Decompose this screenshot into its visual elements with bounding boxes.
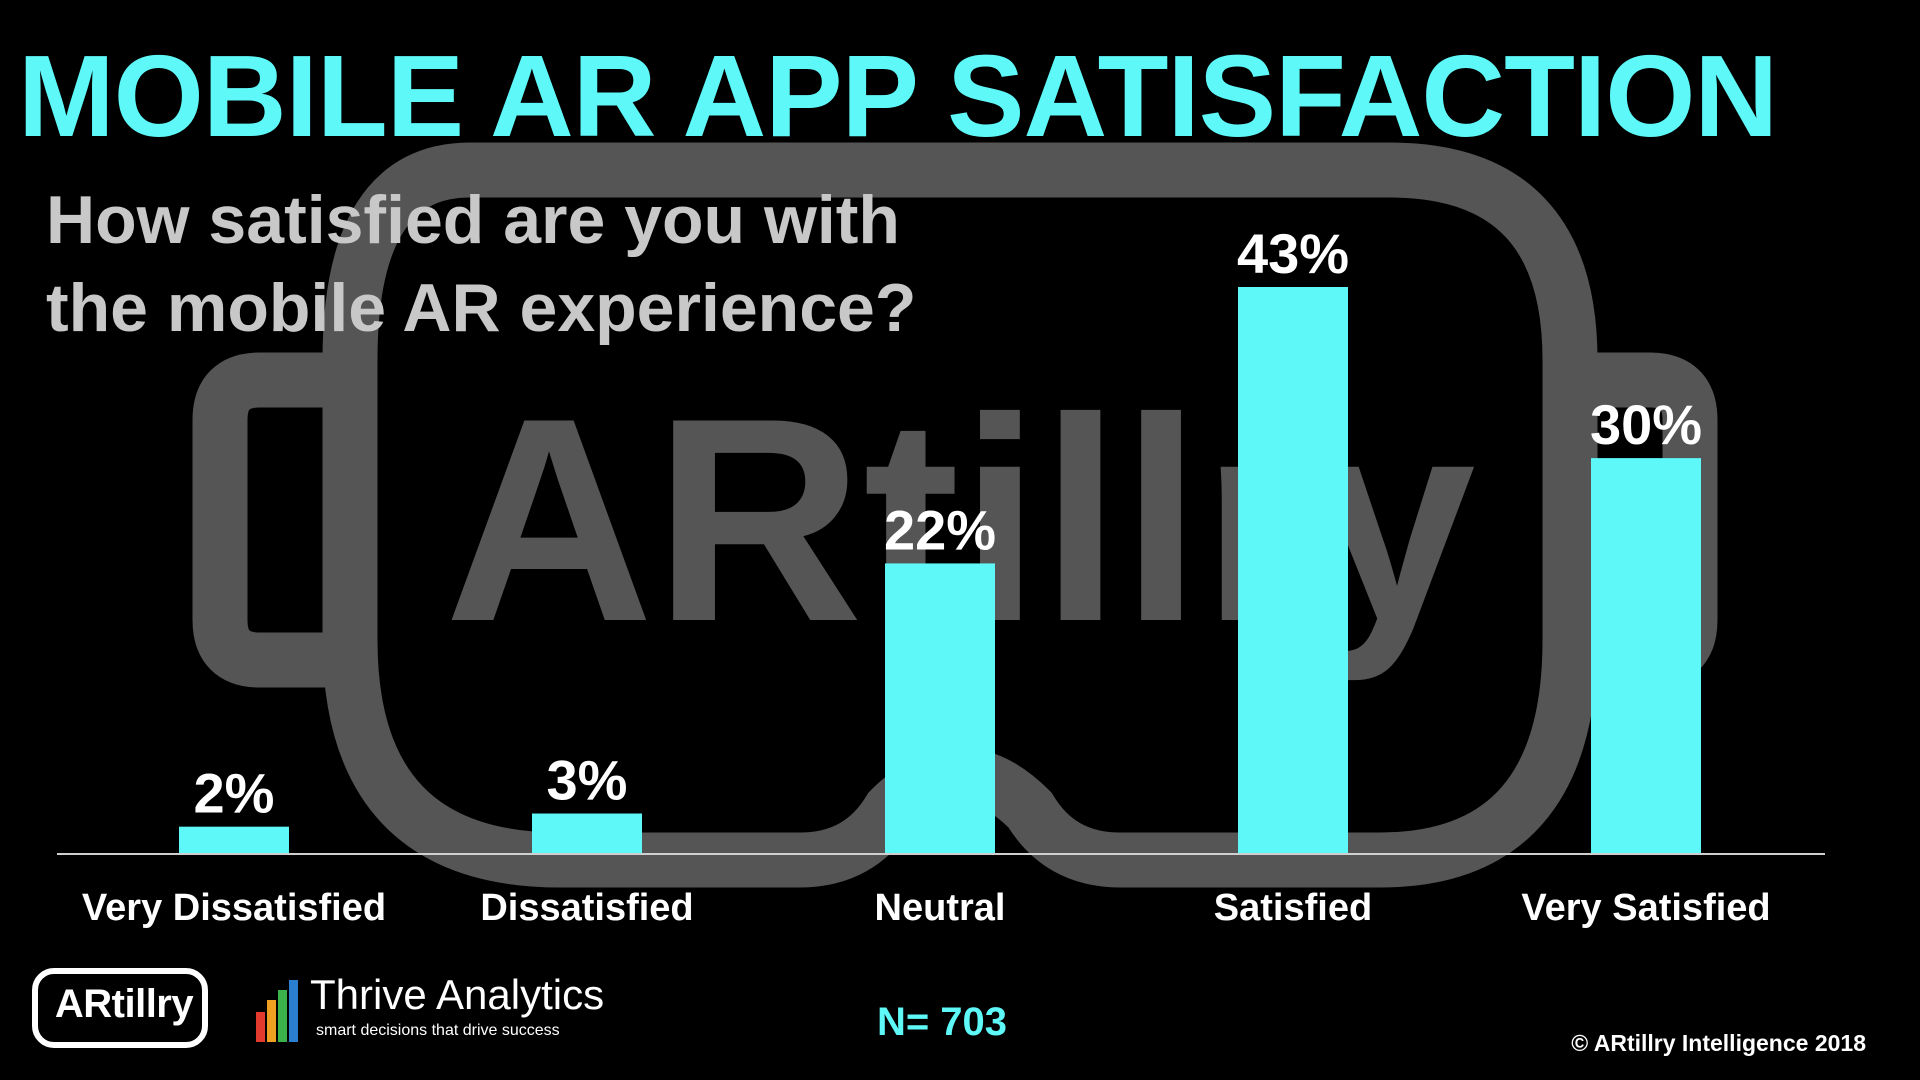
artillry-logo: ARtillry (22, 962, 222, 1056)
bar-series: 2% Very Dissatisfied 3% Dissatisfied 22% Neut… (82, 222, 1771, 929)
chart-title: MOBILE AR APP SATISFACTION (18, 31, 1778, 161)
thrive-logo-tagline: smart decisions that drive success (316, 1022, 560, 1039)
category-label: Very Satisfied (1521, 887, 1770, 929)
artillry-logo-frame (32, 968, 208, 1048)
data-label: 3% (547, 749, 628, 812)
subtitle-line-1: How satisfied are you with (46, 182, 900, 258)
data-label: 43% (1237, 222, 1349, 285)
bar-very-satisfied (1591, 458, 1701, 853)
category-label: Satisfied (1214, 887, 1372, 929)
thrive-bars-icon (256, 980, 298, 1042)
bar-neutral (885, 563, 995, 853)
data-label: 30% (1590, 393, 1702, 456)
bar-very-dissatisfied (179, 826, 289, 853)
category-label: Very Dissatisfied (82, 887, 386, 929)
chart-subtitle: How satisfied are you with the mobile AR… (46, 176, 1046, 352)
copyright-notice: © ARtillry Intelligence 2018 (1571, 1030, 1866, 1056)
bar-dissatisfied (532, 813, 642, 853)
subtitle-line-2: the mobile AR experience? (46, 270, 917, 346)
bar-satisfied (1238, 287, 1348, 853)
thrive-logo-name: Thrive Analytics (310, 971, 605, 1018)
data-label: 22% (884, 498, 996, 561)
category-label: Dissatisfied (480, 887, 693, 929)
thrive-analytics-logo: Thrive Analytics smart decisions that dr… (256, 974, 604, 1044)
category-label: Neutral (875, 887, 1006, 929)
sample-size-label: N= 703 (876, 1000, 1008, 1044)
artillry-logo-text: ARtillry (54, 982, 194, 1026)
watermark-left-ear (192, 352, 350, 688)
data-label: 2% (194, 762, 275, 825)
